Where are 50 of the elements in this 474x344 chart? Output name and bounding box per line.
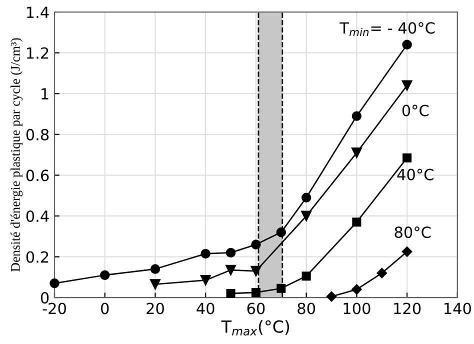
point <box>226 248 236 258</box>
point <box>301 210 312 222</box>
y-tick-label: 1.4 <box>27 6 49 18</box>
y-tick-label: 0.6 <box>26 170 49 182</box>
y-axis-title: Densité d'énergie plastique par cycle (J/cm³) <box>10 38 23 272</box>
x-tick-label: -20 <box>42 302 66 314</box>
point <box>352 284 362 295</box>
point <box>226 264 236 276</box>
point <box>402 80 412 91</box>
point <box>352 111 362 121</box>
x-tick-label: 120 <box>394 302 421 314</box>
x-tick-label: 40 <box>196 302 214 314</box>
series-label: T$_{min}$= - 40°C <box>340 22 435 36</box>
point <box>326 291 337 302</box>
point <box>402 246 412 257</box>
point <box>402 153 412 162</box>
point <box>301 192 312 202</box>
point <box>150 264 160 274</box>
point <box>276 284 286 293</box>
point <box>351 148 362 158</box>
point <box>302 272 311 281</box>
point <box>251 288 260 297</box>
x-axis-title: T$_{max}$(°C) <box>221 320 290 336</box>
point <box>251 240 261 250</box>
point <box>150 279 160 290</box>
x-tick-label: 60 <box>247 302 265 314</box>
point <box>376 268 387 278</box>
x-tick-label: 20 <box>146 302 164 314</box>
point <box>200 248 210 259</box>
point <box>276 227 286 238</box>
point <box>200 275 211 286</box>
x-tick-label: 80 <box>298 302 316 314</box>
y-tick-label: 0.8 <box>26 128 49 140</box>
y-tick-label: 0.2 <box>26 251 48 263</box>
x-tick-label: 140 <box>444 302 471 314</box>
point <box>250 266 262 276</box>
series-label: 0°C <box>402 104 429 116</box>
point <box>50 278 60 288</box>
y-tick-label: 1.2 <box>27 47 48 59</box>
point <box>352 218 362 227</box>
point <box>226 288 236 298</box>
series-label: 80°C <box>394 226 431 238</box>
y-tick-label: 0 <box>40 292 49 304</box>
series-label: 40°C <box>397 168 434 180</box>
point <box>100 270 110 280</box>
x-tick-label: 100 <box>344 302 370 314</box>
x-tick-label: 0 <box>101 302 109 314</box>
y-tick-label: 1 <box>42 88 48 100</box>
y-tick-label: 0.4 <box>26 210 49 222</box>
point <box>402 40 412 50</box>
